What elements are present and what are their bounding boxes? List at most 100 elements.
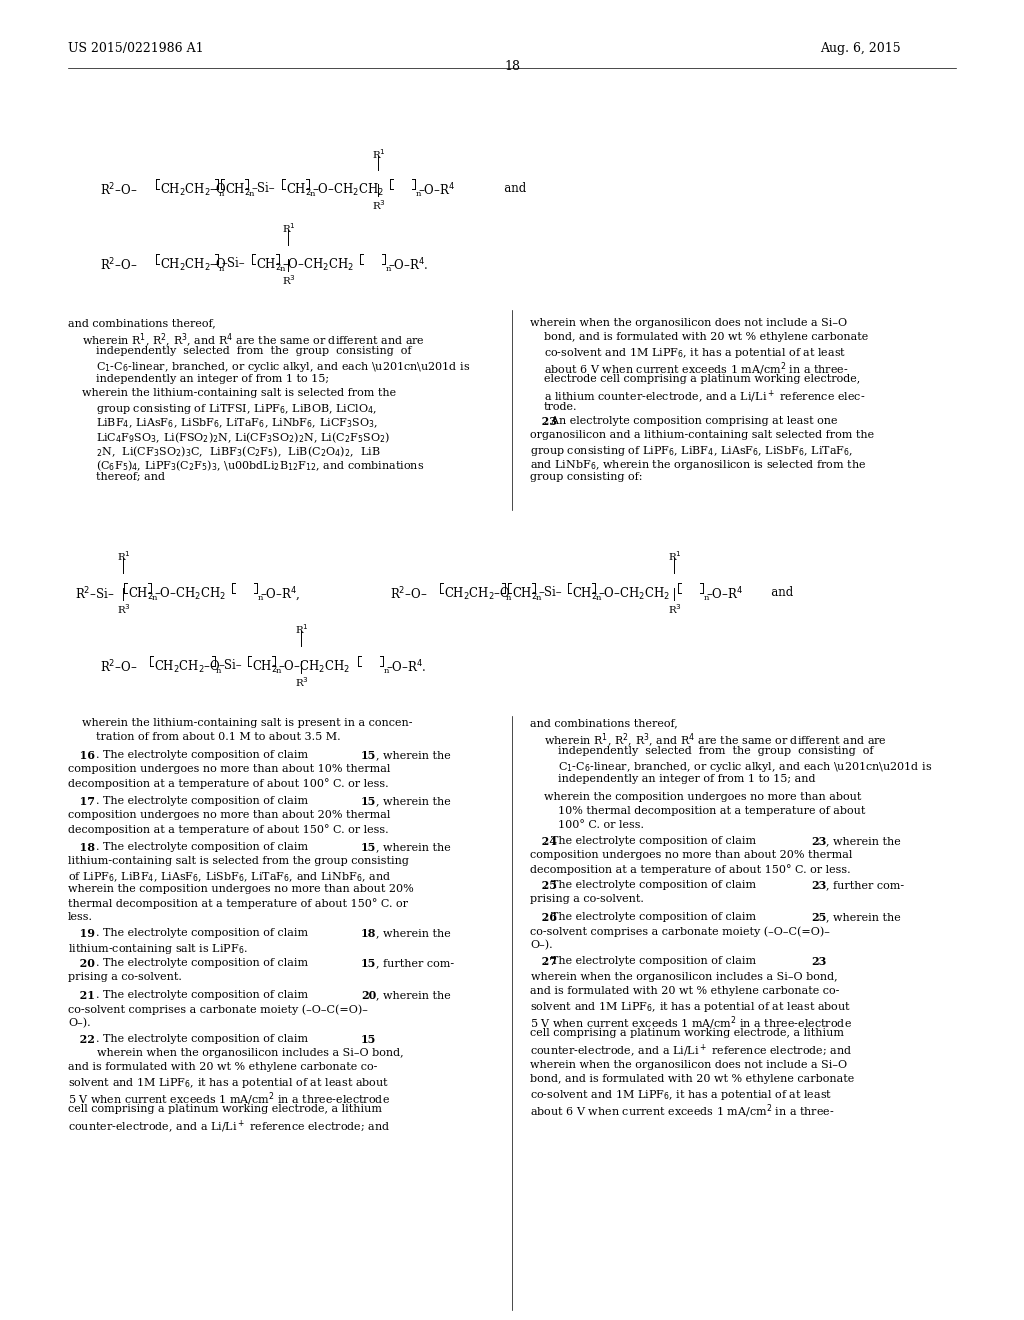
Text: wherein the composition undergoes no more than about: wherein the composition undergoes no mor… bbox=[544, 792, 861, 803]
Text: wherein the lithium-containing salt is present in a concen-: wherein the lithium-containing salt is p… bbox=[82, 718, 413, 729]
Text: 18: 18 bbox=[68, 842, 95, 853]
Text: CH$_2$: CH$_2$ bbox=[225, 182, 251, 198]
Text: 18: 18 bbox=[361, 928, 377, 939]
Text: 17: 17 bbox=[68, 796, 95, 807]
Text: C$_1$-C$_6$-linear, branched, or cyclic alkyl, and each \u201cn\u201d is: C$_1$-C$_6$-linear, branched, or cyclic … bbox=[96, 360, 470, 374]
Text: independently  selected  from  the  group  consisting  of: independently selected from the group co… bbox=[96, 346, 412, 356]
Text: n: n bbox=[310, 190, 315, 198]
Text: wherein when the organosilicon does not include a Si–O: wherein when the organosilicon does not … bbox=[530, 318, 847, 327]
Text: n: n bbox=[280, 265, 286, 273]
Text: and is formulated with 20 wt % ethylene carbonate co-: and is formulated with 20 wt % ethylene … bbox=[530, 986, 840, 997]
Text: CH$_2$: CH$_2$ bbox=[572, 586, 598, 602]
Text: . The electrolyte composition of claim: . The electrolyte composition of claim bbox=[544, 836, 760, 846]
Text: (C$_6$F$_5$)$_4$, LiPF$_3$(C$_2$F$_5$)$_3$, \u00bdLi$_2$B$_{12}$F$_{12}$, and co: (C$_6$F$_5$)$_4$, LiPF$_3$(C$_2$F$_5$)$_… bbox=[96, 458, 424, 473]
Text: , further com-: , further com- bbox=[376, 958, 454, 968]
Text: , further com-: , further com- bbox=[826, 880, 904, 890]
Text: –O–R$^4$.: –O–R$^4$. bbox=[388, 257, 429, 273]
Text: 15: 15 bbox=[361, 842, 377, 853]
Text: n: n bbox=[258, 594, 263, 602]
Text: LiBF$_4$, LiAsF$_6$, LiSbF$_6$, LiTaF$_6$, LiNbF$_6$, LiCF$_3$SO$_3$,: LiBF$_4$, LiAsF$_6$, LiSbF$_6$, LiTaF$_6… bbox=[96, 416, 378, 429]
Text: –O–R$^4$: –O–R$^4$ bbox=[418, 182, 455, 198]
Text: , wherein the: , wherein the bbox=[376, 750, 451, 760]
Text: wherein when the organosilicon does not include a Si–O: wherein when the organosilicon does not … bbox=[530, 1060, 847, 1071]
Text: R$^3$: R$^3$ bbox=[668, 602, 682, 616]
Text: 21: 21 bbox=[68, 990, 95, 1001]
Text: independently an integer of from 1 to 15; and: independently an integer of from 1 to 15… bbox=[558, 774, 815, 784]
Text: –Si–: –Si– bbox=[538, 586, 561, 599]
Text: R$^1$: R$^1$ bbox=[282, 220, 296, 235]
Text: n: n bbox=[276, 667, 282, 675]
Text: 25: 25 bbox=[811, 912, 826, 923]
Text: wherein when the organosilicon includes a Si–O bond,: wherein when the organosilicon includes … bbox=[97, 1048, 403, 1059]
Text: composition undergoes no more than about 20% thermal: composition undergoes no more than about… bbox=[530, 850, 852, 861]
Text: and: and bbox=[493, 182, 526, 195]
Text: tration of from about 0.1 M to about 3.5 M.: tration of from about 0.1 M to about 3.5… bbox=[96, 733, 341, 742]
Text: n: n bbox=[705, 594, 710, 602]
Text: of LiPF$_6$, LiBF$_4$, LiAsF$_6$, LiSbF$_6$, LiTaF$_6$, and LiNbF$_6$, and: of LiPF$_6$, LiBF$_4$, LiAsF$_6$, LiSbF$… bbox=[68, 870, 391, 883]
Text: solvent and 1M LiPF$_6$, it has a potential of at least about: solvent and 1M LiPF$_6$, it has a potent… bbox=[68, 1076, 389, 1090]
Text: co-solvent comprises a carbonate moiety (–O–C(=O)–: co-solvent comprises a carbonate moiety … bbox=[68, 1005, 368, 1015]
Text: decomposition at a temperature of about 150° C. or less.: decomposition at a temperature of about … bbox=[68, 824, 389, 834]
Text: R$^2$–Si–: R$^2$–Si– bbox=[75, 586, 115, 603]
Text: CH$_2$CH$_2$–O: CH$_2$CH$_2$–O bbox=[160, 257, 226, 273]
Text: 15: 15 bbox=[361, 796, 377, 807]
Text: CH$_2$CH$_2$–O: CH$_2$CH$_2$–O bbox=[444, 586, 511, 602]
Text: bond, and is formulated with 20 wt % ethylene carbonate: bond, and is formulated with 20 wt % eth… bbox=[530, 1074, 854, 1084]
Text: lithium-containing salt is LiPF$_6$.: lithium-containing salt is LiPF$_6$. bbox=[68, 942, 248, 956]
Text: R$^2$–O–: R$^2$–O– bbox=[390, 586, 427, 603]
Text: co-solvent and 1M LiPF$_6$, it has a potential of at least: co-solvent and 1M LiPF$_6$, it has a pot… bbox=[544, 346, 846, 360]
Text: , wherein the: , wherein the bbox=[826, 912, 901, 921]
Text: composition undergoes no more than about 20% thermal: composition undergoes no more than about… bbox=[68, 810, 390, 820]
Text: n: n bbox=[152, 594, 158, 602]
Text: n: n bbox=[249, 190, 254, 198]
Text: –Si–: –Si– bbox=[218, 659, 242, 672]
Text: 19: 19 bbox=[68, 928, 95, 939]
Text: trode.: trode. bbox=[544, 403, 578, 412]
Text: –O–CH$_2$CH$_2$: –O–CH$_2$CH$_2$ bbox=[154, 586, 226, 602]
Text: . The electrolyte composition of claim: . The electrolyte composition of claim bbox=[96, 928, 311, 939]
Text: independently  selected  from  the  group  consisting  of: independently selected from the group co… bbox=[558, 746, 873, 756]
Text: and combinations thereof,: and combinations thereof, bbox=[68, 318, 216, 327]
Text: –O–CH$_2$CH$_2$: –O–CH$_2$CH$_2$ bbox=[598, 586, 670, 602]
Text: –O–CH$_2$CH$_2$: –O–CH$_2$CH$_2$ bbox=[312, 182, 384, 198]
Text: and LiNbF$_6$, wherein the organosilicon is selected from the: and LiNbF$_6$, wherein the organosilicon… bbox=[530, 458, 866, 473]
Text: decomposition at a temperature of about 150° C. or less.: decomposition at a temperature of about … bbox=[530, 865, 851, 875]
Text: 24: 24 bbox=[530, 836, 557, 847]
Text: electrode cell comprising a platinum working electrode,: electrode cell comprising a platinum wor… bbox=[544, 374, 860, 384]
Text: thereof; and: thereof; and bbox=[96, 473, 165, 482]
Text: composition undergoes no more than about 10% thermal: composition undergoes no more than about… bbox=[68, 764, 390, 774]
Text: 15: 15 bbox=[361, 1034, 377, 1045]
Text: wherein the composition undergoes no more than about 20%: wherein the composition undergoes no mor… bbox=[68, 884, 414, 894]
Text: CH$_2$: CH$_2$ bbox=[252, 659, 278, 675]
Text: Aug. 6, 2015: Aug. 6, 2015 bbox=[820, 42, 901, 55]
Text: less.: less. bbox=[68, 912, 93, 921]
Text: R$^2$–O–: R$^2$–O– bbox=[100, 659, 137, 676]
Text: 20: 20 bbox=[68, 958, 95, 969]
Text: solvent and 1M LiPF$_6$, it has a potential of at least about: solvent and 1M LiPF$_6$, it has a potent… bbox=[530, 1001, 851, 1014]
Text: LiC$_4$F$_9$SO$_3$, Li(FSO$_2$)$_2$N, Li(CF$_3$SO$_2$)$_2$N, Li(C$_2$F$_5$SO$_2$: LiC$_4$F$_9$SO$_3$, Li(FSO$_2$)$_2$N, Li… bbox=[96, 430, 390, 445]
Text: , wherein the: , wherein the bbox=[826, 836, 901, 846]
Text: –O–R$^4$.: –O–R$^4$. bbox=[386, 659, 427, 676]
Text: . The electrolyte composition of claim: . The electrolyte composition of claim bbox=[96, 1034, 311, 1044]
Text: . The electrolyte composition of claim: . The electrolyte composition of claim bbox=[96, 750, 311, 760]
Text: R$^3$: R$^3$ bbox=[282, 273, 296, 286]
Text: CH$_2$CH$_2$–O: CH$_2$CH$_2$–O bbox=[160, 182, 226, 198]
Text: 23: 23 bbox=[530, 416, 557, 426]
Text: –O–CH$_2$CH$_2$: –O–CH$_2$CH$_2$ bbox=[278, 659, 350, 675]
Text: , wherein the: , wherein the bbox=[376, 990, 451, 1001]
Text: lithium-containing salt is selected from the group consisting: lithium-containing salt is selected from… bbox=[68, 855, 409, 866]
Text: wherein the lithium-containing salt is selected from the: wherein the lithium-containing salt is s… bbox=[82, 388, 396, 399]
Text: independently an integer of from 1 to 15;: independently an integer of from 1 to 15… bbox=[96, 374, 329, 384]
Text: 100° C. or less.: 100° C. or less. bbox=[558, 820, 644, 830]
Text: n: n bbox=[536, 594, 542, 602]
Text: O–).: O–). bbox=[530, 940, 553, 950]
Text: 25: 25 bbox=[530, 880, 557, 891]
Text: –O–R$^4$: –O–R$^4$ bbox=[706, 586, 743, 603]
Text: and combinations thereof,: and combinations thereof, bbox=[530, 718, 678, 729]
Text: 20: 20 bbox=[361, 990, 376, 1001]
Text: –Si–: –Si– bbox=[251, 182, 274, 195]
Text: –O–R$^4$,: –O–R$^4$, bbox=[260, 586, 301, 605]
Text: . The electrolyte composition of claim: . The electrolyte composition of claim bbox=[544, 912, 760, 921]
Text: n: n bbox=[219, 190, 224, 198]
Text: . The electrolyte composition of claim: . The electrolyte composition of claim bbox=[544, 880, 760, 890]
